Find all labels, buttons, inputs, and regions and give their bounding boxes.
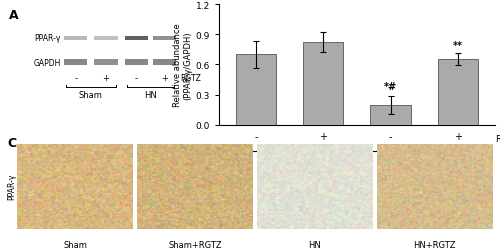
Bar	[94, 60, 118, 66]
Text: PPAR-γ: PPAR-γ	[8, 173, 16, 200]
Bar	[236, 55, 276, 125]
Bar	[124, 60, 148, 66]
Text: +: +	[102, 74, 110, 83]
Bar	[94, 37, 118, 41]
Text: Sham: Sham	[274, 162, 302, 172]
Bar	[303, 43, 344, 125]
Text: Sham+RGTZ: Sham+RGTZ	[168, 240, 222, 249]
Text: A: A	[9, 9, 18, 22]
Bar	[64, 37, 88, 41]
Bar	[153, 37, 176, 41]
Bar	[153, 60, 176, 66]
Text: HN+RGTZ: HN+RGTZ	[414, 240, 456, 249]
Text: -: -	[134, 74, 138, 83]
Bar	[124, 37, 148, 41]
Bar	[438, 60, 478, 125]
Text: Sham: Sham	[64, 240, 87, 249]
Text: +: +	[161, 74, 168, 83]
Text: *#: *#	[384, 81, 397, 91]
Text: HN: HN	[308, 240, 321, 249]
Text: **: **	[453, 41, 463, 51]
Bar	[64, 60, 88, 66]
Text: C: C	[8, 136, 16, 149]
Text: Sham: Sham	[79, 91, 102, 100]
Text: RGTZ: RGTZ	[180, 74, 202, 83]
Text: HN: HN	[418, 162, 434, 172]
Text: -: -	[74, 74, 77, 83]
Bar	[370, 105, 411, 125]
Text: GAPDH: GAPDH	[33, 58, 60, 67]
Text: RGTZ: RGTZ	[495, 134, 500, 143]
Text: B: B	[158, 0, 168, 3]
Text: PPAR-γ: PPAR-γ	[34, 34, 60, 43]
Y-axis label: Relative abundance
(PPAR-γ/GAPDH): Relative abundance (PPAR-γ/GAPDH)	[173, 23, 193, 107]
Text: HN: HN	[144, 91, 156, 100]
